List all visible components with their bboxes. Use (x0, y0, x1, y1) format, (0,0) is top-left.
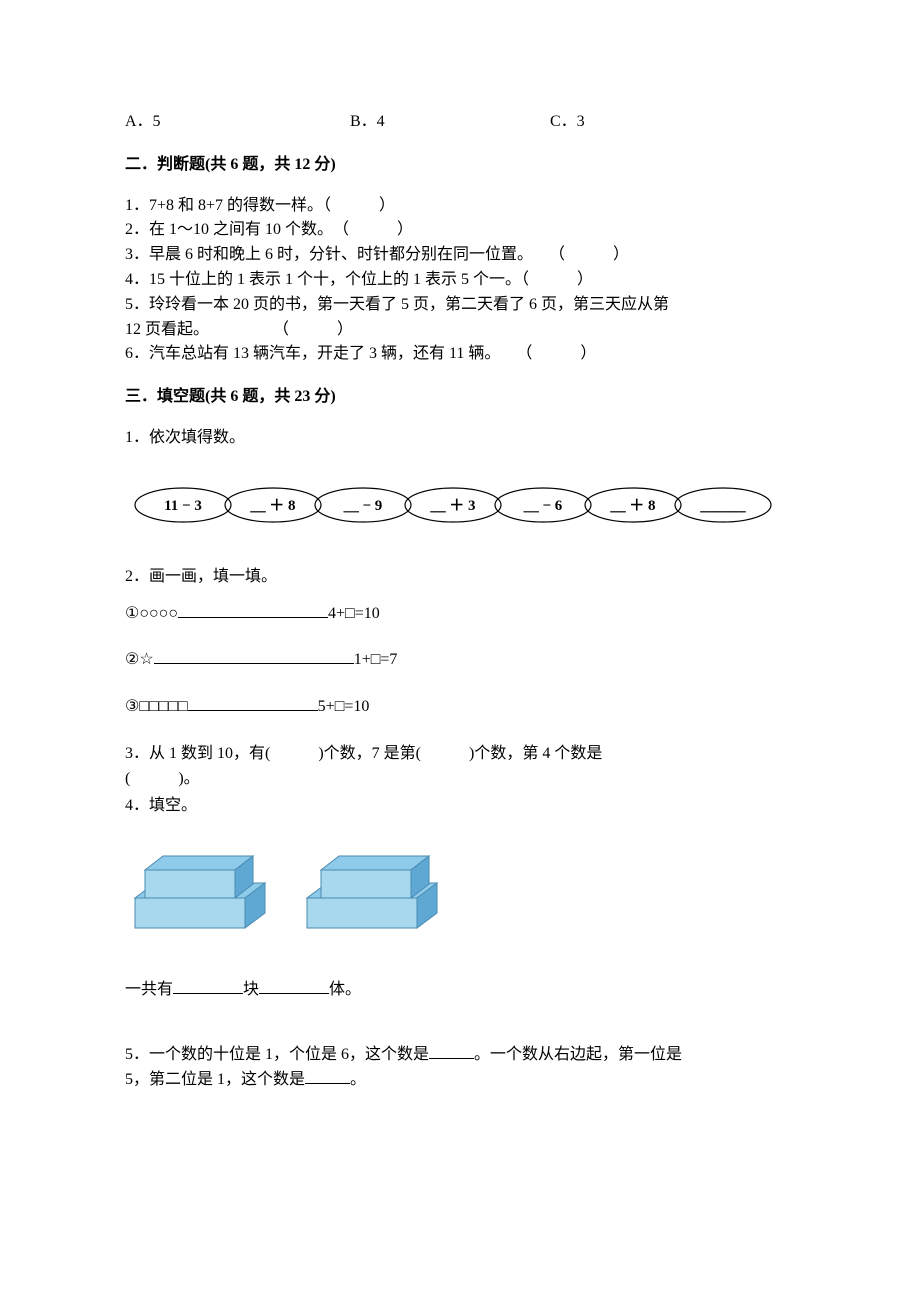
s3-q2c: ③□□□□□ 5+□=10 (125, 695, 795, 720)
chain-diagram: 11 − 3 ＿ ＋ 8 ＿ − 9 ＿ ＋ 3 ＿ − 6 ＿ ＋ 8 ＿＿＿ (125, 479, 795, 531)
s2-q2: 2．在 1～10 之间有 10 个数。 （ ） (125, 218, 795, 243)
q4-blank1 (173, 978, 243, 994)
chain-svg: 11 − 3 ＿ ＋ 8 ＿ − 9 ＿ ＋ 3 ＿ − 6 ＿ ＋ 8 ＿＿＿ (125, 479, 785, 531)
chain-n1: 11 − 3 (164, 498, 202, 514)
q4-ans-b: 块 (243, 981, 259, 998)
s2-q5a: 5．玲玲看一本 20 页的书，第一天看了 5 页，第二天看了 6 页，第三天应从… (125, 293, 795, 318)
section-2-title: 二．判断题(共 6 题，共 12 分) (125, 153, 795, 178)
s3-q3a: 3．从 1 数到 10，有( )个数，7 是第( )个数，第 4 个数是 (125, 742, 795, 767)
s2-q1: 1．7+8 和 8+7 的得数一样。（ ） (125, 194, 795, 219)
section-2-questions: 1．7+8 和 8+7 的得数一样。（ ） 2．在 1～10 之间有 10 个数… (125, 194, 795, 368)
section-3-title: 三．填空题(共 6 题，共 23 分) (125, 385, 795, 410)
s3-q4: 4．填空。 (125, 794, 795, 819)
s2-q4: 4．15 十位上的 1 表示 1 个十，个位上的 1 表示 5 个一。（ ） (125, 268, 795, 293)
q5c: 5，第二位是 1，这个数是 (125, 1071, 305, 1088)
mc-options-row: A．5 B．4 C．3 (125, 110, 795, 135)
q5-blank2 (305, 1068, 350, 1084)
chain-n5: ＿ − 6 (523, 498, 563, 514)
q2c-blank (188, 695, 318, 711)
chain-n6: ＿ ＋ 8 (609, 498, 655, 514)
q5d: 。 (350, 1071, 366, 1088)
s3-q1: 1．依次填得数。 (125, 426, 795, 451)
q4-blank2 (259, 978, 329, 994)
q5a: 5．一个数的十位是 1，个位是 6，这个数是 (125, 1046, 429, 1063)
mc-option-a: A．5 (125, 110, 350, 135)
s3-q2-subitems: ①○○○○ 4+□=10 ②☆ 1+□=7 ③□□□□□ 5+□=10 (125, 602, 795, 720)
q2a-prefix: ①○○○○ (125, 605, 178, 622)
q2b-blank (154, 648, 354, 664)
q2b-prefix: ②☆ (125, 651, 154, 668)
q2a-blank (178, 602, 328, 618)
q2b-suffix: 1+□=7 (354, 651, 398, 668)
s3-q2b: ②☆ 1+□=7 (125, 648, 795, 673)
chain-n2: ＿ ＋ 8 (249, 498, 295, 514)
s3-q2: 2．画一画，填一填。 (125, 565, 795, 590)
q2a-suffix: 4+□=10 (328, 605, 380, 622)
chain-n4: ＿ ＋ 3 (429, 498, 475, 514)
s3-q5-line2: 5，第二位是 1，这个数是 。 (125, 1068, 795, 1093)
blocks-diagram (125, 828, 795, 938)
chain-n3: ＿ − 9 (343, 498, 383, 514)
q5-blank1 (429, 1043, 474, 1059)
q2c-prefix: ③□□□□□ (125, 698, 188, 715)
q2c-suffix: 5+□=10 (318, 698, 370, 715)
mc-option-c: C．3 (550, 110, 585, 135)
mc-option-b: B．4 (350, 110, 550, 135)
q5b: 。一个数从右边起，第一位是 (474, 1046, 682, 1063)
s3-q4-answer: 一共有 块 体。 (125, 978, 795, 1003)
s2-q5b: 12 页看起。 （ ） (125, 318, 795, 343)
q4-ans-c: 体。 (329, 981, 361, 998)
blocks-left (125, 828, 275, 938)
s3-q5-line1: 5．一个数的十位是 1，个位是 6，这个数是 。一个数从右边起，第一位是 (125, 1043, 795, 1068)
s2-q3: 3．早晨 6 时和晚上 6 时，分针、时针都分别在同一位置。 （ ） (125, 243, 795, 268)
chain-labels: 11 − 3 ＿ ＋ 8 ＿ − 9 ＿ ＋ 3 ＿ − 6 ＿ ＋ 8 ＿＿＿ (164, 498, 746, 514)
s2-q6: 6．汽车总站有 13 辆汽车，开走了 3 辆，还有 11 辆。 （ ） (125, 342, 795, 367)
s3-q2a: ①○○○○ 4+□=10 (125, 602, 795, 627)
blocks-right (297, 828, 447, 938)
q4-ans-a: 一共有 (125, 981, 173, 998)
s3-q3b: ( )。 (125, 767, 795, 792)
chain-n7: ＿＿＿ (699, 498, 746, 514)
